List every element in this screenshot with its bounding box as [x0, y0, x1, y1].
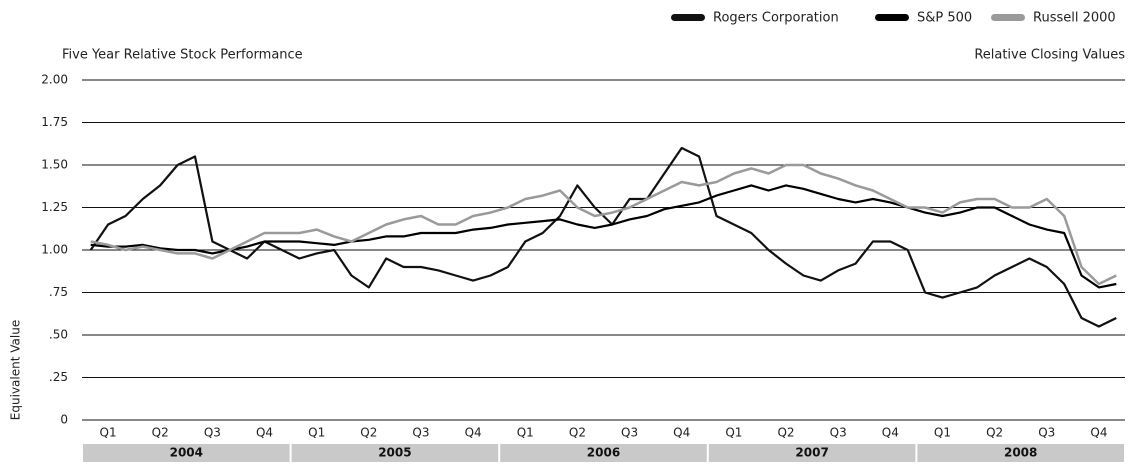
- series-line: [90, 163, 1117, 286]
- year-label: 2005: [378, 446, 411, 460]
- x-tick-label: Q1: [934, 426, 951, 440]
- year-label: 2007: [795, 446, 828, 460]
- x-tick-label: Q4: [1090, 426, 1107, 440]
- year-band: [500, 444, 707, 462]
- series-line: [90, 184, 1117, 289]
- y-tick-label: 1.00: [41, 243, 68, 257]
- y-tick-label: 1.50: [41, 158, 68, 172]
- x-tick-label: Q2: [986, 426, 1003, 440]
- legend-label: Rogers Corporation: [713, 11, 839, 26]
- legend-swatch: [671, 14, 705, 21]
- year-label: 2004: [170, 446, 203, 460]
- legend-label: S&P 500: [917, 11, 972, 26]
- x-tick-label: Q4: [465, 426, 482, 440]
- x-tick-label: Q3: [1038, 426, 1055, 440]
- y-tick-label: 0: [60, 413, 68, 427]
- chart-title: Five Year Relative Stock Performance: [62, 48, 303, 63]
- x-tick-label: Q3: [204, 426, 221, 440]
- x-tick-label: Q3: [830, 426, 847, 440]
- legend-swatch: [875, 14, 909, 21]
- x-tick-label: Q1: [308, 426, 325, 440]
- x-tick-label: Q2: [569, 426, 586, 440]
- year-label: 2008: [1004, 446, 1037, 460]
- series-line: [89, 146, 1117, 328]
- x-tick-label: Q3: [621, 426, 638, 440]
- x-tick-label: Q4: [673, 426, 690, 440]
- y-tick-label: .25: [49, 370, 68, 384]
- y-tick-label: 2.00: [41, 73, 68, 87]
- year-band: [917, 444, 1124, 462]
- y-axis-label: Equivalent Value: [9, 320, 23, 420]
- y-tick-label: .50: [49, 328, 68, 342]
- x-tick-label: Q4: [882, 426, 899, 440]
- legend-swatch: [991, 14, 1025, 21]
- y-tick-label: .75: [49, 285, 68, 299]
- year-band: [83, 444, 290, 462]
- x-tick-label: Q1: [517, 426, 534, 440]
- x-tick-label: Q2: [777, 426, 794, 440]
- year-label: 2006: [587, 446, 620, 460]
- x-tick-label: Q1: [100, 426, 117, 440]
- year-band: [291, 444, 499, 462]
- x-tick-label: Q2: [152, 426, 169, 440]
- x-tick-label: Q4: [256, 426, 273, 440]
- x-tick-label: Q2: [360, 426, 377, 440]
- legend-label: Russell 2000: [1033, 11, 1116, 26]
- y-tick-label: 1.25: [41, 200, 68, 214]
- chart-subtitle: Relative Closing Values: [974, 48, 1125, 63]
- year-band: [708, 444, 916, 462]
- x-tick-label: Q3: [412, 426, 429, 440]
- x-tick-label: Q1: [725, 426, 742, 440]
- y-tick-label: 1.75: [41, 115, 68, 129]
